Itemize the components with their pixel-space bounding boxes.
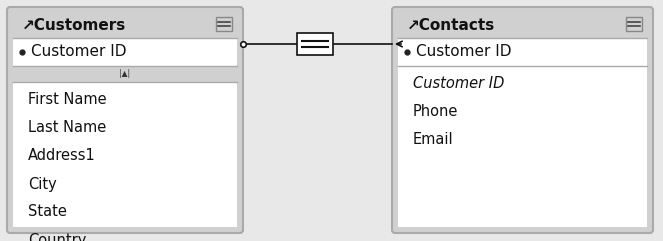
Text: Country: Country — [28, 233, 86, 241]
Text: Last Name: Last Name — [28, 120, 106, 135]
Bar — [13, 38, 237, 66]
Text: City: City — [28, 176, 57, 192]
Text: Customer ID: Customer ID — [31, 45, 127, 60]
Text: State: State — [28, 205, 67, 220]
Text: |▲|: |▲| — [119, 69, 131, 79]
Text: Address1: Address1 — [28, 148, 95, 163]
Bar — [13, 66, 237, 82]
Bar — [13, 82, 237, 227]
Text: First Name: First Name — [28, 93, 107, 107]
Text: ↗Contacts: ↗Contacts — [407, 18, 495, 33]
Text: Phone: Phone — [413, 105, 458, 120]
Bar — [398, 66, 647, 227]
FancyBboxPatch shape — [392, 7, 653, 233]
Text: ↗Customers: ↗Customers — [22, 18, 126, 33]
Text: Customer ID: Customer ID — [416, 45, 511, 60]
Bar — [398, 38, 647, 66]
FancyBboxPatch shape — [216, 17, 232, 31]
Text: Customer ID: Customer ID — [413, 76, 505, 92]
FancyBboxPatch shape — [7, 7, 243, 233]
FancyBboxPatch shape — [626, 17, 642, 31]
FancyBboxPatch shape — [297, 33, 333, 55]
Text: Email: Email — [413, 133, 453, 147]
